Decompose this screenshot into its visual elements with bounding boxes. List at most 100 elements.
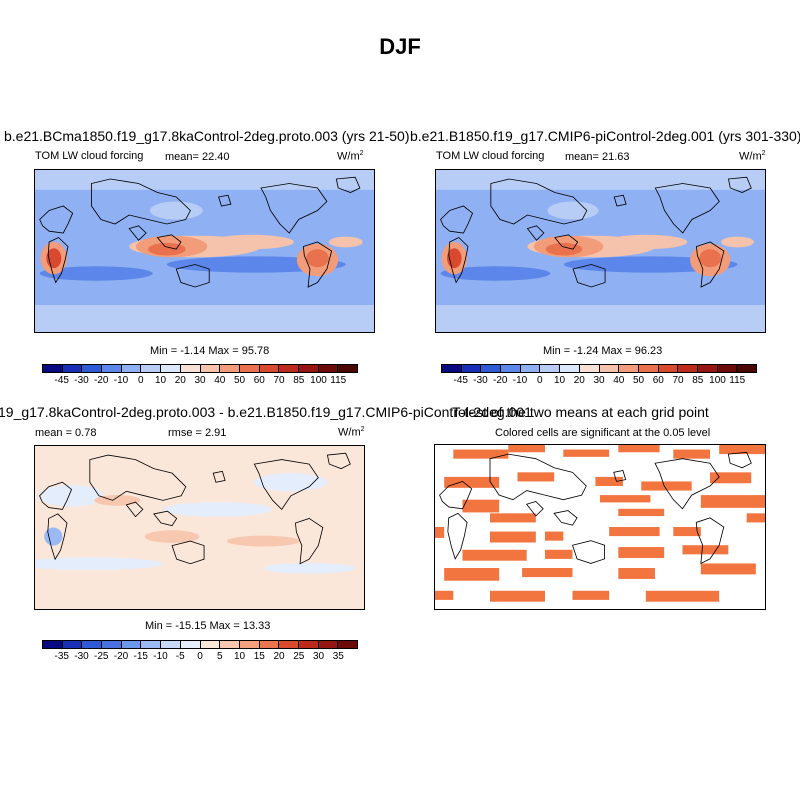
colorbar-tick-label: -20 — [493, 375, 508, 386]
colorbar-swatch — [239, 365, 260, 372]
coastline — [447, 512, 468, 560]
colorbar-tick-label: 35 — [332, 651, 344, 662]
panel2-field — [436, 170, 765, 332]
colorbar-tick-label: 70 — [672, 375, 684, 386]
coastline — [695, 517, 725, 565]
coastline — [295, 517, 324, 565]
colorbar-tick-label: -20 — [94, 375, 109, 386]
colorbar-swatch — [43, 641, 63, 648]
coastline — [212, 470, 226, 483]
colorbar-swatch — [279, 365, 299, 372]
coastline — [526, 225, 545, 241]
figure-title: DJF — [379, 34, 421, 59]
significant-cells — [673, 449, 710, 459]
colorbar-swatch — [461, 365, 482, 372]
colorbar-tick-label: -30 — [74, 375, 89, 386]
panel1-field — [35, 170, 374, 332]
colorbar-swatch — [220, 365, 240, 372]
colorbar-tick-label: 115 — [330, 375, 347, 386]
coastline — [125, 501, 144, 518]
panel1-map — [34, 169, 375, 333]
colorbar-swatch — [638, 365, 659, 372]
significant-cells — [444, 568, 500, 581]
colorbar-tick-label: 100 — [310, 375, 327, 386]
colorbar-swatch — [43, 365, 63, 372]
panel4-field — [435, 445, 765, 609]
coastline — [553, 510, 578, 526]
colorbar-swatch — [161, 365, 181, 372]
colorbar-tick-label: 30 — [312, 651, 325, 662]
coastline — [218, 194, 232, 207]
significant-cells — [490, 513, 536, 523]
field-background — [35, 446, 364, 609]
coastline — [128, 225, 147, 241]
colorbar-tick-label: -15 — [133, 651, 148, 662]
field-negative — [254, 473, 328, 492]
coastline — [91, 178, 191, 225]
significant-cells — [453, 449, 509, 459]
colorbar-swatch — [141, 641, 162, 648]
field-negative — [35, 557, 163, 571]
coastline — [727, 176, 752, 193]
colorbar-tick-label: 60 — [652, 375, 664, 386]
field-itcz — [209, 234, 294, 250]
panel3-units: W/m2 — [338, 426, 365, 439]
panel2-units: W/m2 — [739, 150, 766, 163]
panel3-title: 19_g17.8kaControl-2deg.proto.003 - b.e21… — [0, 404, 532, 420]
field-positive — [94, 494, 141, 506]
colorbar-swatch — [180, 641, 201, 648]
colorbar-tick-label: 20 — [573, 375, 585, 386]
coastline — [439, 480, 473, 510]
panel1-mean: mean= 22.40 — [165, 151, 230, 163]
field-dry-band — [39, 266, 153, 281]
field-itcz — [605, 234, 688, 250]
colorbar-swatch — [180, 365, 201, 372]
colorbar-tick-label: -30 — [74, 651, 89, 662]
coastline — [440, 205, 474, 234]
colorbar-swatch — [259, 365, 280, 372]
significant-cells — [444, 476, 500, 488]
field-band-north — [35, 170, 374, 190]
field-dry-band — [440, 266, 551, 281]
panel3-map — [34, 445, 365, 610]
coastline — [326, 452, 351, 470]
significant-cells — [595, 476, 623, 486]
coastline — [153, 510, 178, 527]
field-positive — [144, 530, 200, 543]
colorbar-tick-label: 0 — [137, 375, 144, 386]
significant-cells — [522, 568, 573, 578]
significant-cells — [545, 531, 564, 541]
colorbar-swatch — [279, 641, 299, 648]
panel2-colorbar — [441, 364, 757, 373]
colorbar-tick-label: 10 — [233, 651, 246, 662]
colorbar-swatch — [102, 641, 122, 648]
colorbar-tick-label: 20 — [273, 651, 285, 662]
significant-cells — [682, 545, 729, 555]
colorbar-tick-label: 15 — [253, 651, 265, 662]
significant-cells — [618, 547, 665, 558]
significant-cells — [746, 513, 765, 523]
colorbar-swatch — [442, 365, 462, 372]
field-band-south — [436, 305, 765, 332]
coastline — [448, 237, 469, 284]
colorbar-swatch — [658, 365, 679, 372]
panel3-mean: mean = 0.78 — [35, 427, 97, 439]
coastline — [39, 205, 74, 234]
significant-cells — [490, 590, 545, 602]
field-background — [435, 445, 765, 609]
colorbar-swatch — [481, 365, 502, 372]
colorbar-tick-label: 10 — [154, 375, 167, 386]
colorbar-tick-label: -25 — [94, 651, 109, 662]
field-atlantic — [328, 236, 363, 248]
colorbar-swatch — [318, 641, 339, 648]
coastline — [613, 194, 627, 207]
field-amazon-core — [699, 249, 722, 268]
colorbar-tick-label: 40 — [214, 375, 226, 386]
colorbar-tick-label: 20 — [174, 375, 186, 386]
coastline — [727, 451, 752, 469]
panel2-title: b.e21.B1850.f19_g17.CMIP6-piControl-2deg… — [410, 128, 800, 144]
significant-cells — [645, 590, 720, 602]
significant-cells — [563, 449, 610, 457]
coastline — [572, 264, 606, 288]
coastline — [302, 241, 333, 288]
